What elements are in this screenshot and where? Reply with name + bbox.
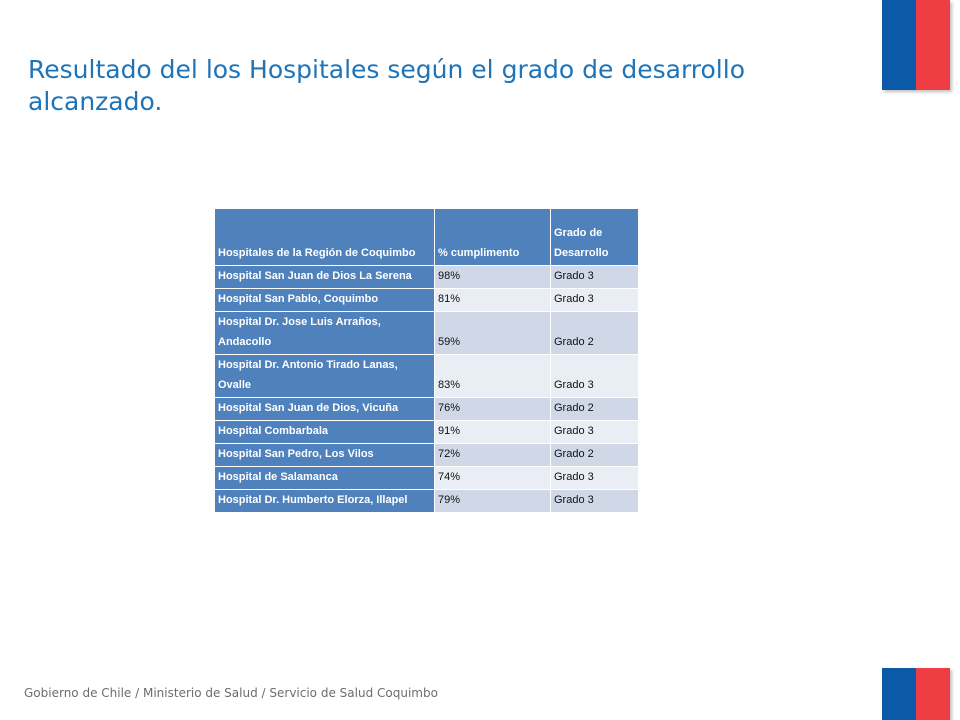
table-row: Hospital San Juan de Dios La Serena 98% … [214,265,639,289]
header-hospital: Hospitales de la Región de Coquimbo [214,208,435,266]
grade-value: Grado 3 [550,420,639,444]
grade-value: Grado 3 [550,354,639,398]
table-row: Hospital San Pablo, Coquimbo 81% Grado 3 [214,288,639,312]
hospital-name: Hospital Dr. Jose Luis Arraños, Andacoll… [214,311,435,355]
hospital-name: Hospital Dr. Humberto Elorza, Illapel [214,489,435,513]
hospital-name: Hospital San Juan de Dios La Serena [214,265,435,289]
percent-value: 76% [434,397,551,421]
footer-text: Gobierno de Chile / Ministerio de Salud … [24,686,438,700]
chile-flag-footer-logo [882,668,950,720]
percent-value: 83% [434,354,551,398]
table-header-row: Hospitales de la Región de Coquimbo % cu… [214,208,639,266]
header-grade: Grado de Desarrollo [550,208,639,266]
grade-value: Grado 2 [550,397,639,421]
table-row: Hospital Dr. Jose Luis Arraños, Andacoll… [214,311,639,355]
hospital-name: Hospital San Pedro, Los Vilos [214,443,435,467]
table-row: Hospital Dr. Antonio Tirado Lanas, Ovall… [214,354,639,398]
table-row: Hospital Combarbala 91% Grado 3 [214,420,639,444]
hospital-name: Hospital Combarbala [214,420,435,444]
grade-value: Grado 2 [550,311,639,355]
grade-value: Grado 3 [550,489,639,513]
chile-flag-logo [882,0,950,90]
hospital-name: Hospital Dr. Antonio Tirado Lanas, Ovall… [214,354,435,398]
table-row: Hospital de Salamanca 74% Grado 3 [214,466,639,490]
header-percent: % cumplimento [434,208,551,266]
percent-value: 98% [434,265,551,289]
slide-title: Resultado del los Hospitales según el gr… [28,55,745,116]
percent-value: 91% [434,420,551,444]
percent-value: 74% [434,466,551,490]
hospitals-table: Hospitales de la Región de Coquimbo % cu… [214,208,639,513]
percent-value: 79% [434,489,551,513]
grade-value: Grado 2 [550,443,639,467]
percent-value: 81% [434,288,551,312]
hospital-name: Hospital de Salamanca [214,466,435,490]
hospital-name: Hospital San Juan de Dios, Vicuña [214,397,435,421]
percent-value: 72% [434,443,551,467]
percent-value: 59% [434,311,551,355]
table-row: Hospital San Juan de Dios, Vicuña 76% Gr… [214,397,639,421]
hospital-name: Hospital San Pablo, Coquimbo [214,288,435,312]
grade-value: Grado 3 [550,466,639,490]
grade-value: Grado 3 [550,288,639,312]
table-row: Hospital Dr. Humberto Elorza, Illapel 79… [214,489,639,513]
table-row: Hospital San Pedro, Los Vilos 72% Grado … [214,443,639,467]
grade-value: Grado 3 [550,265,639,289]
